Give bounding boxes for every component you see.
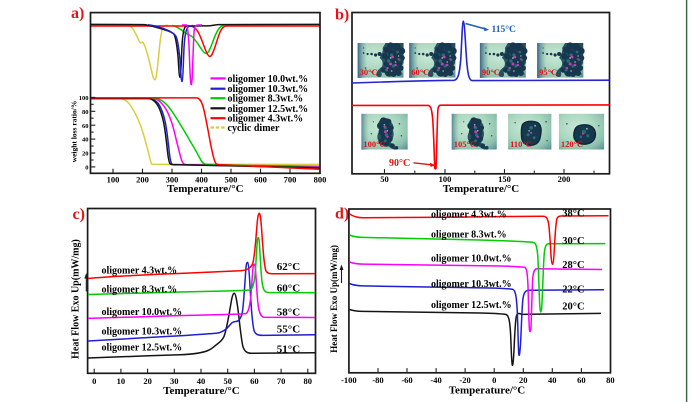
svg-text:oligomer 12.5wt.%: oligomer 12.5wt.% bbox=[228, 104, 309, 115]
svg-text:0: 0 bbox=[492, 375, 496, 385]
svg-text:-60: -60 bbox=[401, 375, 412, 385]
svg-text:20: 20 bbox=[519, 375, 528, 385]
svg-text:c): c) bbox=[73, 206, 85, 223]
svg-text:80: 80 bbox=[82, 109, 89, 116]
svg-text:oligomer 8.3wt.%: oligomer 8.3wt.% bbox=[102, 284, 178, 295]
svg-text:100: 100 bbox=[107, 175, 120, 185]
svg-text:110°C: 110°C bbox=[510, 139, 532, 149]
svg-text:80: 80 bbox=[304, 376, 313, 386]
svg-text:Temperature/°C: Temperature/°C bbox=[167, 183, 244, 195]
svg-text:90°C: 90°C bbox=[389, 158, 410, 169]
svg-text:60°C: 60°C bbox=[411, 67, 429, 77]
svg-text:60: 60 bbox=[577, 375, 586, 385]
svg-text:oligomer 10.3wt.%: oligomer 10.3wt.% bbox=[431, 279, 512, 290]
svg-text:105°C: 105°C bbox=[454, 139, 476, 149]
svg-text:80: 80 bbox=[606, 375, 615, 385]
svg-text:115°C: 115°C bbox=[492, 24, 517, 35]
svg-text:20: 20 bbox=[82, 151, 89, 158]
svg-text:22°C: 22°C bbox=[562, 284, 584, 295]
svg-text:0: 0 bbox=[92, 376, 96, 386]
svg-text:oligomer 4.3wt.%: oligomer 4.3wt.% bbox=[102, 266, 178, 277]
svg-text:20°C: 20°C bbox=[562, 301, 584, 312]
svg-text:oligomer 12.5wt.%: oligomer 12.5wt.% bbox=[431, 300, 512, 311]
svg-text:weight loss ratio/%: weight loss ratio/% bbox=[70, 101, 79, 163]
svg-text:700: 700 bbox=[284, 175, 297, 185]
svg-text:oligomer 10.0wt.%: oligomer 10.0wt.% bbox=[102, 307, 183, 318]
svg-text:95°C: 95°C bbox=[539, 67, 557, 77]
svg-text:58°C: 58°C bbox=[277, 306, 300, 318]
svg-text:10: 10 bbox=[117, 376, 126, 386]
svg-text:100°C: 100°C bbox=[363, 139, 385, 149]
svg-text:30°C: 30°C bbox=[360, 67, 378, 77]
svg-text:40: 40 bbox=[82, 137, 89, 144]
svg-text:30°C: 30°C bbox=[562, 236, 584, 247]
svg-text:62°C: 62°C bbox=[277, 261, 300, 273]
svg-text:Heat Flow Exo Up(mW/mg): Heat Flow Exo Up(mW/mg) bbox=[71, 239, 82, 359]
svg-text:oligomer 10.3wt.%: oligomer 10.3wt.% bbox=[102, 326, 183, 337]
svg-text:20: 20 bbox=[143, 376, 152, 386]
svg-text:a): a) bbox=[71, 5, 84, 22]
svg-text:oligomer 10.3wt.%: oligomer 10.3wt.% bbox=[228, 84, 309, 95]
svg-text:oligomer 4.3wt.%: oligomer 4.3wt.% bbox=[431, 209, 507, 220]
svg-text:oligomer 4.3wt.%: oligomer 4.3wt.% bbox=[228, 114, 304, 125]
svg-text:100: 100 bbox=[79, 95, 89, 102]
svg-text:-40: -40 bbox=[430, 375, 441, 385]
svg-text:150: 150 bbox=[498, 174, 511, 184]
svg-text:oligomer 12.5wt.%: oligomer 12.5wt.% bbox=[102, 343, 183, 354]
svg-text:60: 60 bbox=[250, 376, 259, 386]
svg-text:Temperature/°C: Temperature/°C bbox=[163, 385, 240, 397]
svg-text:600: 600 bbox=[254, 175, 267, 185]
svg-text:30: 30 bbox=[170, 376, 179, 386]
svg-text:90°C: 90°C bbox=[482, 67, 500, 77]
svg-text:oligomer 10.0wt.%: oligomer 10.0wt.% bbox=[228, 74, 309, 85]
svg-text:51°C: 51°C bbox=[277, 343, 300, 355]
svg-text:40: 40 bbox=[548, 375, 557, 385]
svg-text:0: 0 bbox=[85, 165, 88, 172]
svg-text:Temperature/°C: Temperature/°C bbox=[443, 183, 520, 195]
svg-text:Heat Flow Exo Up(mW/mg): Heat Flow Exo Up(mW/mg) bbox=[329, 245, 339, 353]
svg-text:200: 200 bbox=[558, 174, 571, 184]
svg-text:40: 40 bbox=[197, 376, 206, 386]
svg-text:100: 100 bbox=[439, 174, 452, 184]
svg-text:500: 500 bbox=[225, 175, 238, 185]
svg-text:-80: -80 bbox=[372, 375, 383, 385]
svg-text:cyclic dimer: cyclic dimer bbox=[228, 123, 280, 134]
svg-text:120°C: 120°C bbox=[561, 139, 583, 149]
svg-text:400: 400 bbox=[195, 175, 208, 185]
svg-text:50: 50 bbox=[223, 376, 232, 386]
svg-text:800: 800 bbox=[314, 175, 327, 185]
svg-text:-100: -100 bbox=[341, 375, 357, 385]
svg-text:300: 300 bbox=[166, 175, 179, 185]
svg-text:38°C: 38°C bbox=[562, 209, 584, 220]
svg-text:Temperature/°C: Temperature/°C bbox=[449, 385, 526, 397]
svg-text:b): b) bbox=[335, 7, 349, 24]
svg-text:50: 50 bbox=[380, 174, 389, 184]
svg-text:oligomer 8.3wt.%: oligomer 8.3wt.% bbox=[431, 230, 507, 241]
svg-text:200: 200 bbox=[136, 175, 149, 185]
svg-text:60: 60 bbox=[82, 123, 89, 130]
svg-text:-20: -20 bbox=[459, 375, 470, 385]
svg-text:28°C: 28°C bbox=[562, 260, 584, 271]
svg-text:oligomer 8.3wt.%: oligomer 8.3wt.% bbox=[228, 94, 304, 105]
svg-text:70: 70 bbox=[277, 376, 286, 386]
svg-text:55°C: 55°C bbox=[277, 324, 300, 336]
svg-text:d): d) bbox=[335, 206, 349, 223]
svg-text:60°C: 60°C bbox=[277, 283, 300, 295]
svg-text:oligomer 10.0wt.%: oligomer 10.0wt.% bbox=[431, 254, 512, 265]
